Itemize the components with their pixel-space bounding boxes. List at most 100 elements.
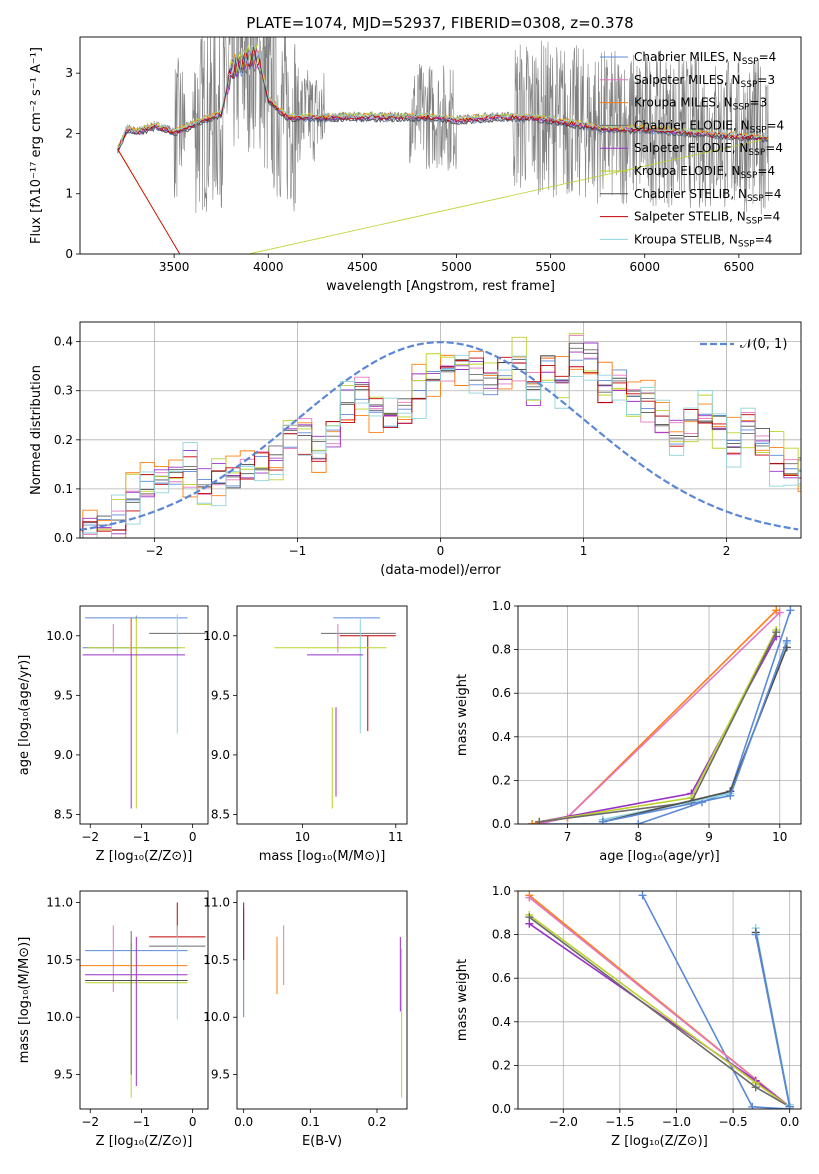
panel-age_vs_mass: 10 11 8.5 9.0 9.5 10.0 mass [log₁₀(M/M⊙)]: [203, 605, 408, 864]
weight-marker: [775, 608, 784, 617]
weight-line-1: [531, 609, 777, 824]
weight-line-0: [532, 610, 792, 824]
hist-3: [82, 347, 801, 538]
y-tick-label: 0.8: [492, 643, 511, 657]
x-tick-label: −2: [81, 1115, 99, 1129]
x-tick-label: −1.0: [662, 1115, 691, 1129]
hist-6: [82, 342, 801, 538]
x-axis-label: E(B-V): [302, 1134, 342, 1149]
y-tick-label: 0.8: [492, 928, 511, 942]
observed-spectrum: [117, 37, 769, 215]
y-tick-label: 11.0: [203, 895, 230, 909]
x-tick-label: 6000: [629, 260, 660, 274]
x-tick-label: 7: [564, 830, 572, 844]
x-tick-label: 10: [295, 830, 310, 844]
hist-7: [82, 356, 801, 538]
x-axis-label: age [log₁₀(age/yr)]: [599, 849, 720, 864]
gaussian-curve: [80, 341, 799, 531]
x-tick-label: −2: [146, 544, 164, 558]
weight-marker: [751, 930, 760, 939]
x-axis-label: wavelength [Angstrom, rest frame]: [326, 279, 555, 294]
model-spectrum-6: [117, 48, 769, 151]
x-tick-label: 0.0: [234, 1115, 253, 1129]
y-tick-label: 0.4: [492, 1015, 511, 1029]
panel-spectrum: 3500 4000 4500 5000 5500 6000 6500 0 1 2 3 waveleng…: [29, 36, 802, 294]
y-tick-label: 0.2: [492, 1058, 511, 1072]
weight-marker: [598, 817, 607, 824]
x-tick-label: −1: [133, 830, 151, 844]
y-tick-label: 9.5: [211, 688, 230, 702]
y-tick-label: 0.0: [492, 1102, 511, 1116]
hist-2: [82, 350, 801, 538]
y-tick-label: 3: [65, 66, 73, 80]
y-tick-label: 1.0: [492, 884, 511, 898]
legend-entry: Chabrier MILES, NSSP=4: [634, 50, 776, 67]
x-tick-label: 0: [437, 544, 445, 558]
y-axis-label: age [log₁₀(age/yr)]: [17, 655, 32, 776]
y-tick-label: 0.3: [54, 384, 73, 398]
panel-mass_vs_Z: −2 −1 0 9.5 10.0 10.5 11.0 Z [log₁₀(Z/Z⊙)] mass …: [17, 890, 209, 1149]
panel-weight_vs_age: 7 8 9 10 0.0 0.2 0.4 0.6 0.8 1.0 age [log₁₀(age/yr…: [455, 599, 802, 864]
y-tick-label: 8.5: [211, 807, 230, 821]
y-tick-label: 9.5: [54, 688, 73, 702]
y-tick-label: 10.5: [46, 953, 73, 967]
y-tick-label: 9.5: [54, 1068, 73, 1082]
weight-marker: [525, 893, 534, 902]
weight-marker: [782, 636, 791, 645]
y-tick-label: 0.2: [492, 773, 511, 787]
y-tick-label: 10.0: [203, 1010, 230, 1024]
x-tick-label: 5000: [441, 260, 472, 274]
x-axis-label: Z [log₁₀(Z/Z⊙)]: [96, 849, 193, 864]
x-tick-label: 5500: [535, 260, 566, 274]
plot-area: [80, 902, 206, 1098]
axes-frame: [236, 890, 408, 1110]
weight-line-0: [641, 895, 790, 1109]
legend-entry: Chabrier STELIB, NSSP=4: [634, 187, 782, 204]
legend-entry: Kroupa STELIB, NSSP=4: [634, 232, 772, 249]
y-tick-label: 0.2: [54, 433, 73, 447]
x-tick-label: −0.5: [719, 1115, 748, 1129]
weight-marker: [535, 817, 544, 824]
x-tick-label: 0.2: [367, 1115, 386, 1129]
weight-marker: [785, 1102, 794, 1109]
legend-entry: Salpeter MILES, NSSP=3: [634, 73, 775, 90]
x-tick-label: 2: [723, 544, 731, 558]
x-tick-label: −1.5: [605, 1115, 634, 1129]
x-tick-label: 3500: [159, 260, 190, 274]
x-tick-label: 1: [580, 544, 588, 558]
x-tick-label: 4500: [347, 260, 378, 274]
x-tick-label: 0: [189, 830, 197, 844]
axes-frame: [79, 605, 209, 825]
legend-entry: Salpeter STELIB, NSSP=4: [634, 210, 780, 227]
y-tick-label: 0.1: [54, 482, 73, 496]
y-tick-label: 9.0: [211, 748, 230, 762]
legend-entry: 𝒩(0, 1): [740, 337, 787, 352]
y-tick-label: 1: [65, 187, 73, 201]
weight-marker: [528, 820, 537, 824]
plot-area: [274, 617, 396, 809]
x-tick-label: 6500: [724, 260, 755, 274]
plot-area: [243, 902, 403, 1098]
axes-frame: [79, 36, 802, 255]
y-tick-label: 0.4: [492, 730, 511, 744]
x-axis-label: (data-model)/error: [380, 563, 501, 578]
panel-weight_vs_Z: −2.0 −1.5 −1.0 −0.5 0.0 0.0 0.2 0.4 0.6 0.8 1.0 Z […: [455, 884, 802, 1149]
x-tick-label: 0: [189, 1115, 197, 1129]
axes-frame: [517, 605, 802, 825]
legend-entry: Kroupa ELODIE, NSSP=4: [634, 164, 775, 181]
y-tick-label: 2: [65, 126, 73, 140]
y-tick-label: 10.0: [203, 629, 230, 643]
weight-marker: [748, 1102, 757, 1109]
weight-marker: [751, 1083, 760, 1092]
panel-residuals: −2 −1 0 1 2 0.0 0.1 0.2 0.3 0.4 (data-model)/error…: [29, 321, 802, 578]
weight-marker: [726, 791, 735, 800]
x-tick-label: 8: [634, 830, 642, 844]
hist-0: [82, 358, 801, 538]
weight-marker: [638, 891, 647, 900]
y-axis-label: Flux [fλ10⁻¹⁷ erg cm⁻² s⁻¹ A⁻¹]: [29, 47, 44, 244]
axes-frame: [79, 890, 209, 1110]
x-tick-label: −2.0: [549, 1115, 578, 1129]
y-tick-label: 11.0: [46, 895, 73, 909]
x-tick-label: 4000: [253, 260, 284, 274]
